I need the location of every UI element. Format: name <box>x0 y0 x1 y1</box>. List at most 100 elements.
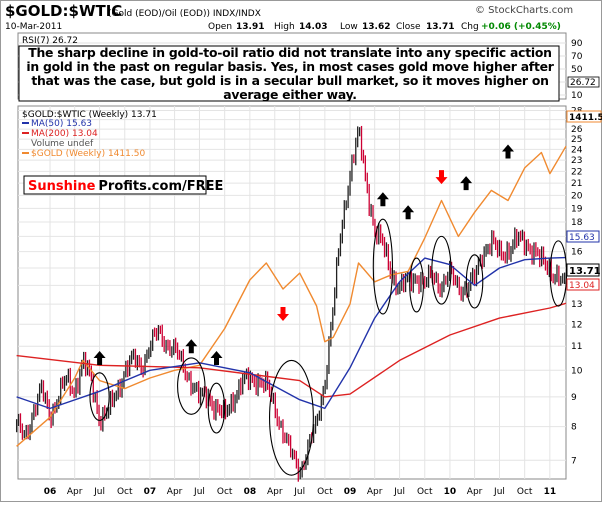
y-tick-label-25: 25 <box>571 135 582 145</box>
highlight-ellipse-1 <box>177 357 206 415</box>
y-tick-label-24: 24 <box>571 145 583 155</box>
highlight-ellipse-6 <box>431 235 452 305</box>
chart-description: (Gold (EOD)/Oil (EOD)) INDX/INDX <box>108 9 261 19</box>
annotation-text-wrap: The sharp decline in gold-to-oil ratio d… <box>26 46 554 102</box>
rsi-tick-90: 90 <box>571 39 583 49</box>
x-tick-label-9: Apr <box>267 487 283 497</box>
y-tick-label-20: 20 <box>571 191 583 201</box>
low-value: 13.62 <box>362 22 390 32</box>
main-panel <box>17 105 567 480</box>
legend-ma50: MA(50) 15.63 <box>31 119 92 129</box>
ratio-bars <box>15 125 566 482</box>
highlight-ellipse-0 <box>89 372 110 421</box>
x-tick-label-0: 06 <box>44 487 57 497</box>
y-tick-label-11: 11 <box>571 342 582 352</box>
arrow-down-6 <box>435 170 448 185</box>
rsi-tick-70: 70 <box>571 52 583 62</box>
signal-arrows <box>93 144 514 365</box>
y-tick-label-22: 22 <box>571 167 582 177</box>
logo-part2: Profits.com/FREE <box>98 179 223 194</box>
stockcharts-watermark: © StockCharts.com <box>475 5 573 16</box>
x-tick-label-11: Oct <box>317 487 333 497</box>
y-tick-label-18: 18 <box>571 218 583 228</box>
legend-main: $GOLD:$WTIC (Weekly) 13.71 <box>22 110 157 120</box>
x-tick-label-20: 11 <box>544 487 557 497</box>
logo: Sunshine Profits.com/FREE <box>28 179 223 194</box>
x-tick-label-18: Jul <box>493 487 505 497</box>
x-tick-label-8: 08 <box>244 487 257 497</box>
arrow-down-3 <box>277 307 289 321</box>
badge-ma200-box <box>566 278 600 291</box>
highlight-ellipse-4 <box>372 218 394 315</box>
logo-part1: Sunshine <box>28 179 96 194</box>
badge-gold-box <box>566 110 602 123</box>
low-label: Low <box>340 22 358 32</box>
highlight-ellipse-3 <box>269 359 314 476</box>
open-label: Open <box>208 22 232 32</box>
rsi-label: RSI(7) 26.72 <box>22 36 78 46</box>
high-label: High <box>274 22 295 32</box>
highlight-ellipses <box>89 218 568 476</box>
y-tick-label-16: 16 <box>571 248 583 258</box>
y-tick-label-26: 26 <box>571 125 583 135</box>
close-value: 13.71 <box>426 22 454 32</box>
x-tick-label-4: 07 <box>144 487 157 497</box>
y-tick-label-12: 12 <box>571 320 582 330</box>
main-grid <box>18 106 566 479</box>
y-tick-label-21: 21 <box>571 179 582 189</box>
x-tick-label-2: Jul <box>93 487 105 497</box>
y-tick-label-13: 13 <box>571 300 582 310</box>
x-tick-label-12: 09 <box>344 487 357 497</box>
arrow-up-8 <box>502 144 514 159</box>
y-tick-label-19: 19 <box>571 204 583 214</box>
high-value: 14.03 <box>299 22 327 32</box>
rsi-tick-10: 10 <box>571 91 583 101</box>
y-tick-label-8: 8 <box>571 423 577 433</box>
x-tick-label-16: 10 <box>444 487 457 497</box>
y-tick-label-10: 10 <box>571 366 583 376</box>
badge-close-box <box>566 263 600 277</box>
arrow-up-1 <box>185 339 198 354</box>
rsi-tick-50: 50 <box>571 65 583 75</box>
highlight-ellipse-7 <box>465 254 484 309</box>
badge-gold: 1411.50 <box>569 113 602 123</box>
ma50-line <box>16 256 567 410</box>
x-tick-label-3: Oct <box>117 487 133 497</box>
rsi-value-badge: 26.72 <box>570 78 596 88</box>
rsi-value-badge-box <box>567 76 600 88</box>
highlight-ellipse-5 <box>409 257 424 313</box>
chart-date: 10-Mar-2011 <box>5 22 62 32</box>
x-tick-label-15: Oct <box>417 487 433 497</box>
chg-value: +0.06 (+0.45%) <box>481 22 561 32</box>
x-tick-label-14: Jul <box>393 487 405 497</box>
badge-ma50-box <box>566 230 600 243</box>
x-tick-label-6: Jul <box>193 487 205 497</box>
x-tick-label-5: Apr <box>167 487 183 497</box>
y-tick-label-23: 23 <box>571 156 582 166</box>
annotation-box <box>18 45 560 102</box>
open-value: 13.91 <box>236 22 264 32</box>
y-tick-label-9: 9 <box>571 393 577 403</box>
x-tick-label-1: Apr <box>67 487 83 497</box>
legend-ma200: MA(200) 13.04 <box>31 129 98 139</box>
arrow-up-2 <box>210 351 223 365</box>
arrow-up-4 <box>376 192 389 207</box>
annotation-text: The sharp decline in gold-to-oil ratio d… <box>26 46 554 102</box>
x-tick-label-13: Apr <box>367 487 383 497</box>
x-tick-label-10: Jul <box>293 487 305 497</box>
logo-box <box>23 175 207 195</box>
gold-price-line <box>16 145 567 447</box>
x-tick-label-19: Oct <box>517 487 533 497</box>
highlight-ellipse-2 <box>207 382 226 434</box>
series-lines <box>16 145 567 447</box>
badge-ma50: 15.63 <box>569 233 595 243</box>
legend-gold: $GOLD (Weekly) 1411.50 <box>31 149 145 159</box>
y-tick-label-7: 7 <box>571 456 577 466</box>
x-tick-label-17: Apr <box>467 487 483 497</box>
x-axis-ticks: 06 Apr Jul Oct 07 Apr Jul Oct 08 Apr Jul Oct 09 Apr Ju… <box>44 487 556 497</box>
legend-volume: Volume undef <box>31 139 94 149</box>
badge-ma200: 13.04 <box>569 281 595 291</box>
arrow-up-7 <box>460 176 473 191</box>
